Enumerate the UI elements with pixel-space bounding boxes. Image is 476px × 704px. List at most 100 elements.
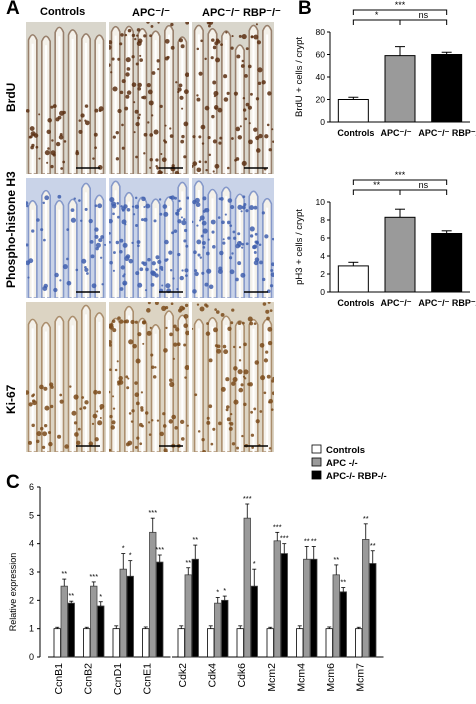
micrograph-background — [109, 178, 189, 298]
stained-nucleus — [91, 283, 97, 289]
stained-nucleus — [183, 323, 189, 329]
stained-nucleus — [181, 220, 187, 226]
stained-nucleus — [28, 440, 32, 445]
stained-nucleus — [149, 158, 153, 162]
stained-nucleus — [94, 437, 99, 442]
stained-nucleus — [241, 160, 247, 166]
significance-label: ns — [419, 180, 429, 190]
micrograph-brdu-controls — [26, 22, 106, 174]
y-tick-label: 4 — [320, 251, 325, 261]
stained-nucleus — [131, 55, 135, 59]
stained-nucleus — [217, 268, 223, 274]
stained-nucleus — [192, 135, 196, 139]
stained-nucleus — [171, 414, 177, 420]
stained-nucleus — [148, 433, 152, 436]
stained-nucleus — [200, 234, 204, 238]
stained-nucleus — [192, 327, 194, 330]
stained-nucleus — [240, 210, 243, 213]
column-header-apc-rbp: APC⁻/⁻ RBP⁻/⁻ — [202, 7, 281, 19]
significance-label: *** — [395, 170, 406, 180]
stained-nucleus — [196, 167, 202, 173]
significance-label: ** — [192, 535, 198, 544]
significance-bracket — [352, 9, 448, 15]
stained-nucleus — [170, 45, 175, 50]
stained-nucleus — [183, 343, 187, 347]
stained-nucleus — [194, 197, 200, 203]
stained-nucleus — [213, 327, 218, 333]
stained-nucleus — [205, 331, 211, 336]
stained-nucleus — [257, 67, 263, 73]
stained-nucleus — [155, 255, 160, 260]
stained-nucleus — [50, 385, 54, 389]
stained-nucleus — [269, 284, 274, 288]
stained-nucleus — [109, 40, 113, 45]
stained-nucleus — [95, 242, 101, 248]
stained-nucleus — [116, 360, 119, 363]
stained-nucleus — [242, 108, 247, 112]
stained-nucleus — [185, 330, 189, 336]
stained-nucleus — [126, 90, 132, 95]
stained-nucleus — [267, 340, 273, 346]
stained-nucleus — [117, 215, 120, 219]
significance-label: ** — [304, 537, 310, 546]
stained-nucleus — [41, 445, 46, 450]
bar — [142, 628, 150, 658]
significance-label: * — [253, 559, 256, 568]
stained-nucleus — [147, 257, 151, 262]
stained-nucleus — [169, 134, 174, 138]
stained-nucleus — [242, 96, 246, 100]
micrograph-background — [192, 178, 274, 298]
stained-nucleus — [146, 22, 150, 24]
stained-nucleus — [52, 104, 57, 108]
stained-nucleus — [26, 201, 29, 206]
stained-nucleus — [31, 394, 35, 398]
stained-nucleus — [207, 136, 211, 140]
stained-nucleus — [258, 243, 262, 247]
stained-nucleus — [109, 339, 112, 345]
significance-bracket — [352, 19, 401, 25]
stained-nucleus — [250, 92, 253, 96]
stained-nucleus — [86, 272, 89, 275]
stained-nucleus — [170, 22, 174, 27]
micrograph-background — [26, 22, 106, 174]
stained-nucleus — [238, 359, 242, 362]
stained-nucleus — [109, 260, 113, 265]
stained-nucleus — [162, 204, 168, 209]
stained-nucleus — [99, 416, 102, 419]
stained-nucleus — [268, 148, 272, 152]
stained-nucleus — [155, 268, 158, 271]
stained-nucleus — [135, 121, 140, 127]
stained-nucleus — [38, 157, 41, 160]
stained-nucleus — [174, 171, 180, 174]
bar — [339, 591, 347, 658]
stained-nucleus — [223, 74, 228, 79]
stained-nucleus — [269, 309, 273, 312]
stained-nucleus — [237, 135, 243, 140]
stained-nucleus — [163, 139, 166, 142]
stained-nucleus — [182, 306, 186, 310]
stained-nucleus — [171, 231, 174, 235]
stained-nucleus — [255, 419, 260, 424]
stained-nucleus — [196, 97, 201, 102]
stained-nucleus — [39, 384, 44, 390]
stained-nucleus — [89, 239, 94, 244]
stained-nucleus — [137, 82, 142, 88]
stained-nucleus — [266, 316, 270, 321]
stained-nucleus — [223, 349, 229, 355]
stained-nucleus — [165, 283, 171, 289]
stained-nucleus — [243, 369, 249, 375]
stained-nucleus — [26, 243, 29, 247]
stained-nucleus — [132, 213, 136, 216]
stained-nucleus — [143, 152, 146, 155]
stained-nucleus — [161, 157, 167, 163]
stained-nucleus — [109, 414, 113, 419]
stained-nucleus — [35, 145, 39, 149]
stained-nucleus — [135, 155, 138, 159]
legend-swatch — [311, 470, 322, 480]
stained-nucleus — [144, 411, 149, 415]
stained-nucleus — [109, 241, 112, 244]
stained-nucleus — [164, 258, 168, 262]
legend-label: APC -/- — [326, 458, 358, 469]
significance-bracket — [352, 179, 448, 185]
